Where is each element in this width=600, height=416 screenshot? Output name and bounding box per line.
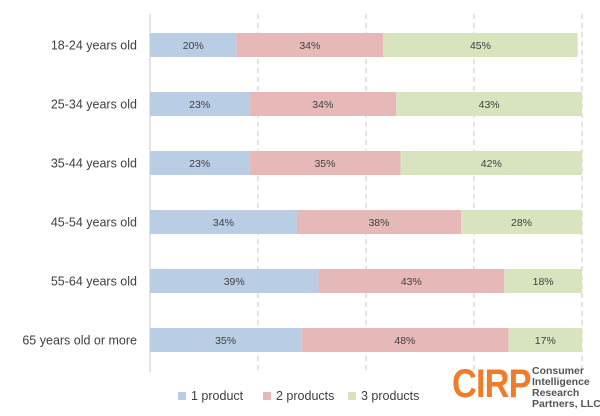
data-label: 35%	[215, 335, 236, 347]
bar-segment	[236, 33, 384, 57]
data-label: 34%	[312, 99, 333, 111]
bar-segment	[318, 269, 505, 293]
category-label: 18-24 years old	[51, 39, 137, 53]
data-label: 23%	[189, 99, 210, 111]
bar-segment	[150, 210, 297, 234]
bar-segment	[150, 269, 319, 293]
cirp-logo: CIRP Consumer Intelligence Research Part…	[452, 362, 600, 412]
bar-segment	[396, 92, 582, 116]
category-label: 65 years old or more	[22, 334, 137, 348]
bar-segment	[150, 328, 302, 352]
bar-segment	[461, 210, 582, 234]
data-label: 17%	[535, 335, 556, 347]
legend-swatch	[178, 392, 186, 400]
data-label: 43%	[479, 99, 500, 111]
data-label: 35%	[314, 158, 335, 170]
gridlines	[149, 14, 583, 372]
bar-segment	[504, 269, 582, 293]
data-label: 38%	[368, 217, 389, 229]
legend-swatch	[348, 392, 356, 400]
legend-label: 3 products	[361, 389, 419, 403]
logo-mark: CIRP	[452, 362, 532, 406]
bar-segment	[150, 92, 250, 116]
bar-segment	[150, 151, 250, 175]
bar-segment	[249, 92, 397, 116]
data-label: 45%	[470, 40, 491, 52]
category-label: 35-44 years old	[51, 157, 137, 171]
category-label: 45-54 years old	[51, 216, 137, 230]
legend-label: 1 product	[191, 389, 244, 403]
data-label: 28%	[511, 217, 532, 229]
legend-swatch	[263, 392, 271, 400]
logo-line-1: Consumer	[532, 365, 584, 377]
legend: 1 product 2 products 3 products	[178, 389, 419, 403]
bar-segment	[400, 151, 582, 175]
bar-segment	[296, 210, 462, 234]
bar-segment	[383, 33, 578, 57]
logo-line-4: Partners, LLC	[532, 398, 600, 410]
logo-line-2: Intelligence	[532, 376, 590, 388]
category-label: 55-64 years old	[51, 275, 137, 289]
bar-segment	[150, 33, 237, 57]
category-labels: 18-24 years old 25-34 years old 35-44 year…	[22, 39, 137, 348]
data-label: 42%	[481, 158, 502, 170]
data-label: 43%	[401, 276, 422, 288]
bar-segment	[249, 151, 401, 175]
data-label: 18%	[533, 276, 554, 288]
bar-segment	[301, 328, 509, 352]
logo-text: Consumer Intelligence Research Partners,…	[532, 366, 600, 410]
data-label: 48%	[394, 335, 415, 347]
bar-segment	[508, 328, 582, 352]
logo-line-3: Research	[532, 387, 580, 399]
bars: 20% 34% 45% 23% 34% 43% 23% 35% 42% 34% 38% 28% 39% 4…	[150, 33, 582, 352]
data-label: 34%	[299, 40, 320, 52]
category-label: 25-34 years old	[51, 98, 137, 112]
data-label: 34%	[213, 217, 234, 229]
data-label: 39%	[224, 276, 245, 288]
legend-label: 2 products	[276, 389, 334, 403]
data-label: 23%	[189, 158, 210, 170]
data-label: 20%	[183, 40, 204, 52]
